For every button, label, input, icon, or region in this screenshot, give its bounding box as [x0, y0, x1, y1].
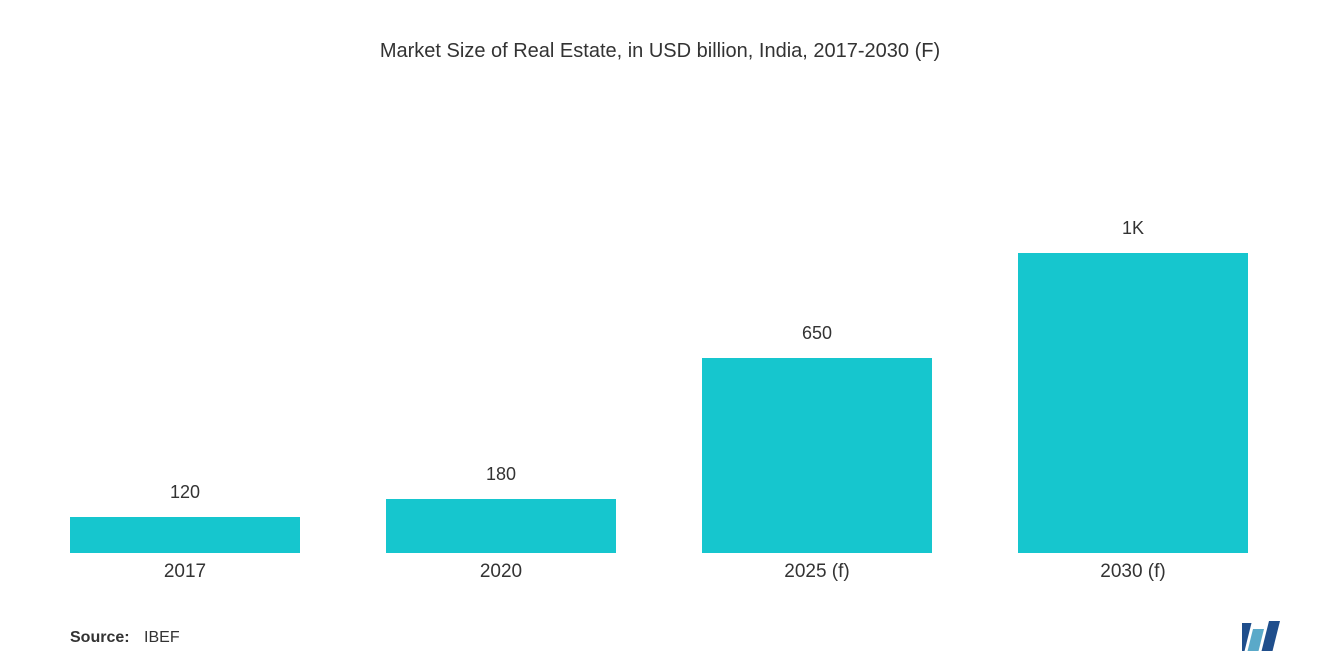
bar	[70, 517, 300, 553]
plot-area: 120 180 650 1K 2017 2020 2025 (f) 2030 (f)	[40, 123, 1280, 593]
category-labels-row: 2017 2020 2025 (f) 2030 (f)	[40, 553, 1280, 593]
bar-slot: 1K	[1018, 253, 1248, 553]
bar	[1018, 253, 1248, 553]
category-label: 2020	[386, 561, 616, 583]
source-attribution: Source: IBEF	[70, 629, 180, 647]
bar-slot: 180	[386, 499, 616, 553]
bar-value-label: 1K	[1018, 218, 1248, 239]
category-label: 2025 (f)	[702, 561, 932, 583]
bar	[702, 358, 932, 553]
bar-slot: 650	[702, 358, 932, 553]
bar-value-label: 120	[70, 482, 300, 503]
bar-value-label: 180	[386, 464, 616, 485]
bar	[386, 499, 616, 553]
brand-logo-icon	[1242, 617, 1290, 651]
bar-value-label: 650	[702, 323, 932, 344]
source-label: Source:	[70, 629, 130, 646]
category-label: 2030 (f)	[1018, 561, 1248, 583]
chart-title: Market Size of Real Estate, in USD billi…	[40, 40, 1280, 63]
bar-slot: 120	[70, 517, 300, 553]
chart-container: Market Size of Real Estate, in USD billi…	[0, 0, 1320, 665]
category-label: 2017	[70, 561, 300, 583]
source-value: IBEF	[144, 629, 180, 646]
